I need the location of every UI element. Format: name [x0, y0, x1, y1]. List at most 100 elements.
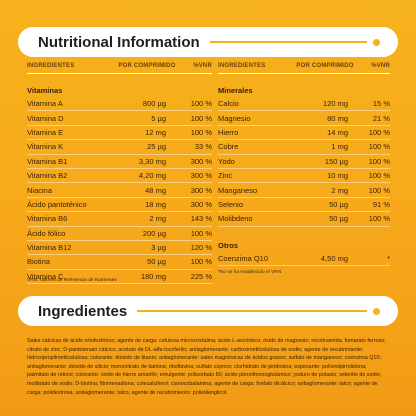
table-row: Vitamina D 5 µg 100 %	[27, 111, 212, 126]
vitamins-table: INGREDIENTES POR COMPRIMIDO %VNR Vitamin…	[27, 62, 212, 285]
table-row: Vitamina B6 2 mg 143 %	[27, 212, 212, 227]
table-row: Zinc 10 mg 100 %	[218, 169, 390, 184]
table-row: Ácido pantoténico 18 mg 300 %	[27, 198, 212, 213]
nutrient-amount: 2 mg	[149, 214, 166, 224]
header-per-tablet: POR COMPRIMIDO	[296, 63, 354, 69]
nutrient-name: Vitamina B2	[27, 171, 68, 181]
minerals-rows: Calcio 120 mg 15 % Magnesio 80 mg 21 % Hierro 1…	[218, 97, 390, 227]
header-decoration-line	[137, 310, 367, 312]
nutrient-name: Vitamina B6	[27, 214, 68, 224]
table-row: Calcio 120 mg 15 %	[218, 97, 390, 112]
nutrient-amount: 12 mg	[145, 127, 166, 137]
minerals-table: INGREDIENTES POR COMPRIMIDO %VNR Mineral…	[218, 62, 390, 275]
table-row: Cobre 1 mg 100 %	[218, 140, 390, 155]
table-row: Yodo 150 µg 100 %	[218, 155, 390, 169]
nutrient-name: Biotina	[27, 257, 50, 267]
nutritional-information-header: Nutritional Information	[18, 27, 398, 57]
group-title-otros: Otros	[218, 240, 239, 250]
nutrient-amount: 3,30 mg	[138, 156, 166, 166]
nutrient-name: Yodo	[218, 156, 235, 166]
table-row: Molibdeno 50 µg 100 %	[218, 212, 390, 227]
nutrient-vnr: 21 %	[372, 113, 390, 123]
nutrient-vnr: 143 %	[190, 214, 212, 224]
nutrient-vnr: 100 %	[190, 257, 212, 267]
nutrient-amount: 1 mg	[331, 142, 348, 152]
header-decoration-dot	[373, 38, 380, 46]
table-row: Manganeso 2 mg 100 %	[218, 183, 390, 198]
nutrient-amount: 50 µg	[329, 214, 348, 224]
nutrient-name: Vitamina B12	[27, 243, 72, 253]
table-row: Hierro 14 mg 100 %	[218, 126, 390, 141]
nutrient-amount: 200 µg	[142, 228, 166, 238]
nutrient-vnr: 100 %	[368, 127, 390, 137]
table-row: Vitamina B1 3,30 mg 300 %	[27, 155, 212, 169]
nutrient-name: Vitamina C	[27, 271, 64, 281]
nutrient-vnr: 33 %	[194, 142, 212, 152]
header-ingredients: INGREDIENTES	[218, 63, 266, 69]
nutrient-vnr: 120 %	[190, 243, 212, 253]
nutrient-vnr: 225 %	[190, 271, 212, 281]
header-divider	[218, 73, 390, 74]
table-row: Ácido fólico 200 µg 100 %	[27, 227, 212, 241]
nutrient-vnr: 15 %	[372, 99, 390, 109]
nutrient-amount: 4,20 mg	[138, 171, 166, 181]
others-rows: Coenzima Q10 4,50 mg *	[218, 252, 390, 266]
header-decoration-dot	[373, 307, 380, 315]
table-header: INGREDIENTES POR COMPRIMIDO %VNR	[218, 62, 390, 70]
nutrient-vnr: 100 %	[190, 99, 212, 109]
ingredients-text: Sales cálcicas de ácido ortofosfórico; a…	[27, 338, 386, 396]
nutrient-vnr: *	[387, 253, 390, 263]
group-title-minerales: Minerales	[218, 86, 253, 95]
table-row: Vitamina K 25 µg 33 %	[27, 140, 212, 155]
nutrient-vnr: 100 %	[368, 142, 390, 152]
nutrient-name: Ácido pantoténico	[27, 199, 87, 209]
nutrient-vnr: 100 %	[368, 185, 390, 195]
nutrient-name: Coenzima Q10	[218, 253, 269, 263]
table-row: Niacina 48 mg 300 %	[27, 183, 212, 198]
nutrient-amount: 18 mg	[145, 199, 166, 209]
table-row: Vitamina C 180 mg 225 %	[27, 270, 212, 285]
nutrient-amount: 25 µg	[147, 142, 166, 152]
nutrient-amount: 5 µg	[151, 113, 166, 123]
nutrient-name: Calcio	[218, 99, 239, 109]
nutrient-amount: 120 mg	[322, 99, 348, 109]
table-row: Biotina 50 µg 100 %	[27, 255, 212, 270]
ingredients-title: Ingredientes	[38, 302, 128, 320]
nutrient-name: Selenio	[218, 199, 244, 209]
nutrient-vnr: 300 %	[190, 185, 212, 195]
table-row: Vitamina B2 4,20 mg 300 %	[27, 169, 212, 184]
nutrient-vnr: 91 %	[372, 199, 390, 209]
nutrient-amount: 3 µg	[151, 243, 166, 253]
nutrient-amount: 50 µg	[329, 199, 348, 209]
table-row: Vitamina E 12 mg 100 %	[27, 126, 212, 141]
nutrient-amount: 150 µg	[324, 156, 348, 166]
nutrient-vnr: 300 %	[190, 171, 212, 181]
nutrient-name: Niacina	[27, 185, 53, 195]
nutrient-vnr: 300 %	[190, 156, 212, 166]
nutrient-vnr: 100 %	[368, 214, 390, 224]
nutrient-amount: 4,50 mg	[320, 253, 348, 263]
nutrient-amount: 2 mg	[331, 185, 348, 195]
nutrient-name: Vitamina B1	[27, 156, 68, 166]
nutrient-name: Manganeso	[218, 185, 258, 195]
nutrient-amount: 10 mg	[327, 171, 348, 181]
table-header: INGREDIENTES POR COMPRIMIDO %VNR	[27, 62, 212, 70]
vrn-not-established-note: *No se ha establecido el VRN	[218, 269, 282, 275]
nutrient-amount: 14 mg	[327, 127, 348, 137]
nutrient-amount: 48 mg	[145, 185, 166, 195]
nutrient-name: Molibdeno	[218, 214, 253, 224]
nutrient-vnr: 100 %	[368, 171, 390, 181]
nutrient-name: Vitamina E	[27, 127, 64, 137]
nutrient-name: Magnesio	[218, 113, 251, 123]
ingredients-header: Ingredientes	[18, 296, 398, 326]
nutrient-vnr: 100 %	[368, 156, 390, 166]
vitamins-rows: Vitamina A 800 µg 100 % Vitamina D 5 µg 100 %…	[27, 97, 212, 285]
nutrient-vnr: 100 %	[190, 127, 212, 137]
nutrient-name: Ácido fólico	[27, 228, 66, 238]
table-row: Magnesio 80 mg 21 %	[218, 111, 390, 126]
nutrient-amount: 50 µg	[147, 257, 166, 267]
nutrient-name: Vitamina D	[27, 113, 64, 123]
table-row: Vitamina B12 3 µg 120 %	[27, 241, 212, 256]
nutrient-name: Vitamina A	[27, 99, 63, 109]
nutrient-name: Cobre	[218, 142, 239, 152]
